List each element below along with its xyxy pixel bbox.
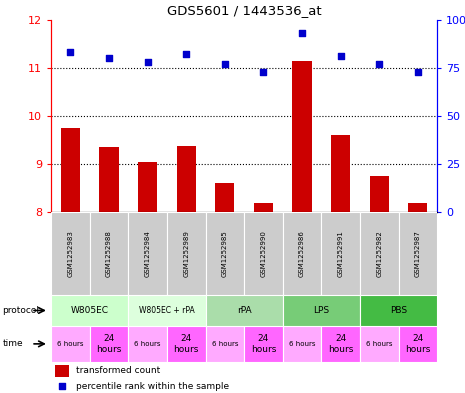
Text: 6 hours: 6 hours <box>212 341 238 347</box>
Bar <box>399 326 437 362</box>
Bar <box>321 212 360 295</box>
Bar <box>292 61 312 212</box>
Text: 6 hours: 6 hours <box>289 341 315 347</box>
Bar <box>360 295 437 326</box>
Bar <box>283 326 321 362</box>
Text: LPS: LPS <box>313 306 329 315</box>
Text: GSM1252987: GSM1252987 <box>415 230 421 277</box>
Bar <box>370 176 389 212</box>
Text: 24
hours: 24 hours <box>328 334 353 354</box>
Bar <box>408 203 427 212</box>
Text: GSM1252983: GSM1252983 <box>67 230 73 277</box>
Text: 24
hours: 24 hours <box>405 334 431 354</box>
Bar <box>399 212 437 295</box>
Text: 6 hours: 6 hours <box>366 341 392 347</box>
Text: GSM1252990: GSM1252990 <box>260 230 266 277</box>
Bar <box>51 212 90 295</box>
Point <box>105 55 113 61</box>
Text: GSM1252985: GSM1252985 <box>222 230 228 277</box>
Text: W805EC: W805EC <box>71 306 109 315</box>
Point <box>375 61 383 67</box>
Point <box>299 30 306 36</box>
Text: GSM1252991: GSM1252991 <box>338 230 344 277</box>
Bar <box>206 326 244 362</box>
Bar <box>360 326 399 362</box>
Point <box>182 51 190 57</box>
Bar <box>254 203 273 212</box>
Text: PBS: PBS <box>390 306 407 315</box>
Text: transformed count: transformed count <box>76 367 160 375</box>
Text: 24
hours: 24 hours <box>173 334 199 354</box>
Point <box>259 68 267 75</box>
Bar <box>90 326 128 362</box>
Point <box>58 383 66 389</box>
Text: 24
hours: 24 hours <box>96 334 122 354</box>
Text: percentile rank within the sample: percentile rank within the sample <box>76 382 229 391</box>
Text: GSM1252986: GSM1252986 <box>299 230 305 277</box>
Bar <box>100 147 119 212</box>
Bar <box>55 365 68 376</box>
Bar <box>128 295 206 326</box>
Point <box>221 61 228 67</box>
Text: GSM1252982: GSM1252982 <box>376 230 382 277</box>
Text: 6 hours: 6 hours <box>134 341 161 347</box>
Point <box>414 68 421 75</box>
Bar <box>244 212 283 295</box>
Bar <box>283 212 321 295</box>
Text: time: time <box>2 340 23 348</box>
Text: GSM1252984: GSM1252984 <box>145 230 151 277</box>
Point <box>66 49 74 55</box>
Bar <box>283 295 360 326</box>
Text: rPA: rPA <box>237 306 252 315</box>
Text: W805EC + rPA: W805EC + rPA <box>139 306 195 315</box>
Title: GDS5601 / 1443536_at: GDS5601 / 1443536_at <box>167 4 321 17</box>
Bar <box>177 146 196 212</box>
Bar <box>51 295 128 326</box>
Bar <box>215 184 234 212</box>
Text: 24
hours: 24 hours <box>251 334 276 354</box>
Bar <box>244 326 283 362</box>
Bar <box>360 212 399 295</box>
Bar <box>167 326 206 362</box>
Text: 6 hours: 6 hours <box>57 341 84 347</box>
Bar <box>138 162 157 212</box>
Bar <box>206 295 283 326</box>
Bar <box>167 212 206 295</box>
Bar <box>331 135 350 212</box>
Bar <box>128 326 167 362</box>
Bar <box>128 212 167 295</box>
Bar <box>61 128 80 212</box>
Bar <box>51 326 90 362</box>
Text: GSM1252989: GSM1252989 <box>183 230 189 277</box>
Bar <box>90 212 128 295</box>
Bar <box>321 326 360 362</box>
Point <box>144 59 151 65</box>
Point <box>337 53 344 59</box>
Text: protocol: protocol <box>2 306 40 315</box>
Bar <box>206 212 244 295</box>
Text: GSM1252988: GSM1252988 <box>106 230 112 277</box>
